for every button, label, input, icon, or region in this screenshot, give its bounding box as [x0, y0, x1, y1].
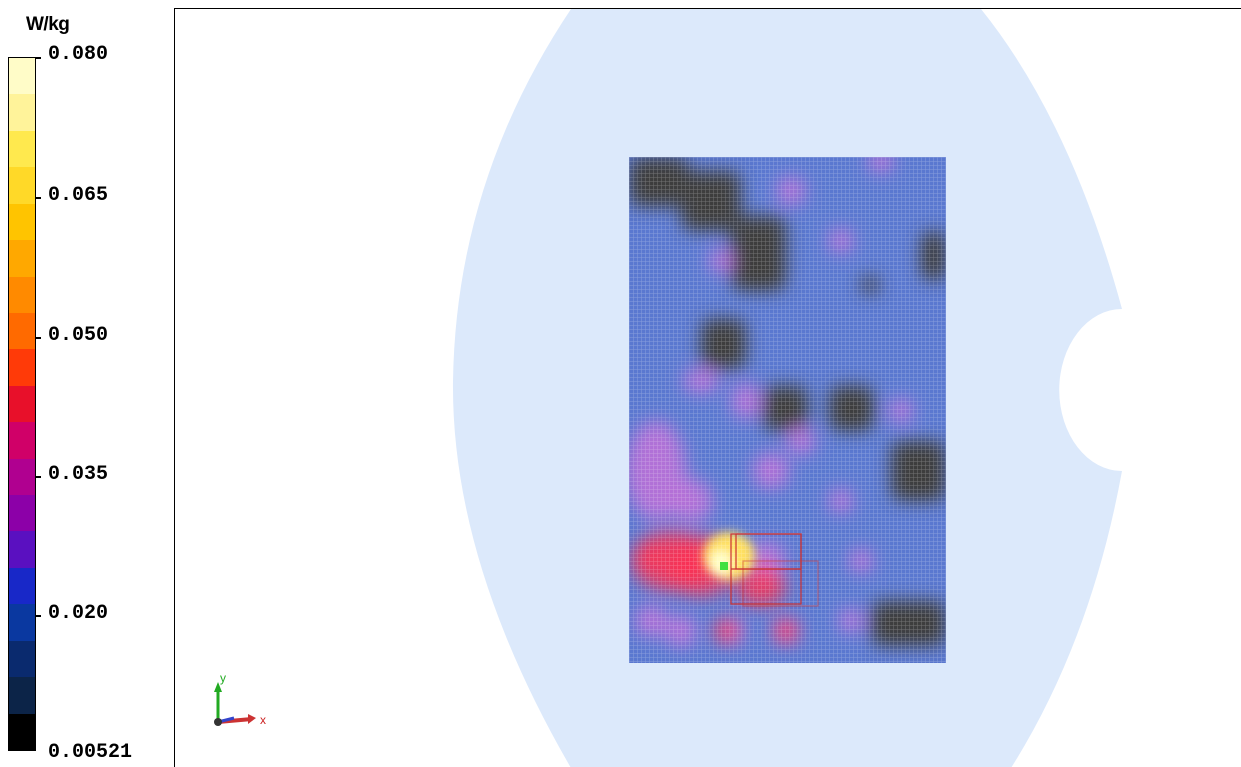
legend-color-step [9, 640, 35, 678]
x-axis-label: x [260, 713, 266, 727]
legend-color-step [9, 567, 35, 605]
legend-color-step [9, 458, 35, 496]
zoom-scan-box [730, 533, 819, 607]
legend-color-step [9, 422, 35, 460]
legend-color-step [9, 276, 35, 314]
3d-viewport[interactable] [174, 8, 1241, 767]
legend-color-step [9, 312, 35, 350]
sar-scan-area [629, 157, 946, 663]
legend-color-step [9, 604, 35, 642]
legend-color-step [9, 713, 35, 751]
legend-color-step [9, 203, 35, 241]
legend-tick [35, 615, 41, 617]
legend-color-step [9, 385, 35, 423]
legend-color-step [9, 240, 35, 277]
legend-color-step [9, 167, 35, 205]
legend-color-step [9, 94, 35, 132]
legend-color-step [9, 58, 35, 95]
peak-location-marker [720, 562, 728, 570]
legend-tick-label: 0.065 [48, 184, 109, 207]
legend-color-step [9, 130, 35, 168]
legend-tick-label: 0.050 [48, 324, 109, 347]
axis-triad-icon: y x [214, 671, 266, 727]
legend-tick-label-max: 0.080 [48, 43, 109, 66]
color-scale-bar [8, 57, 36, 751]
legend-color-step [9, 531, 35, 569]
legend-color-step [9, 677, 35, 715]
y-axis-label: y [220, 671, 226, 685]
legend-color-step [9, 349, 35, 387]
legend-tick [35, 476, 41, 478]
legend-tick [35, 197, 41, 199]
legend-tick-label: 0.035 [48, 463, 109, 486]
legend-tick-label: 0.020 [48, 602, 109, 625]
legend-unit-label: W/kg [26, 14, 70, 35]
legend-tick-label-min: 0.00521 [48, 741, 133, 764]
scene-svg [452, 9, 1122, 767]
legend-color-step [9, 495, 35, 532]
color-scale-legend: W/kg 0.080 0.065 0.050 0.035 0.020 0.005… [0, 0, 175, 767]
legend-tick [35, 337, 41, 339]
legend-tick [35, 57, 41, 59]
